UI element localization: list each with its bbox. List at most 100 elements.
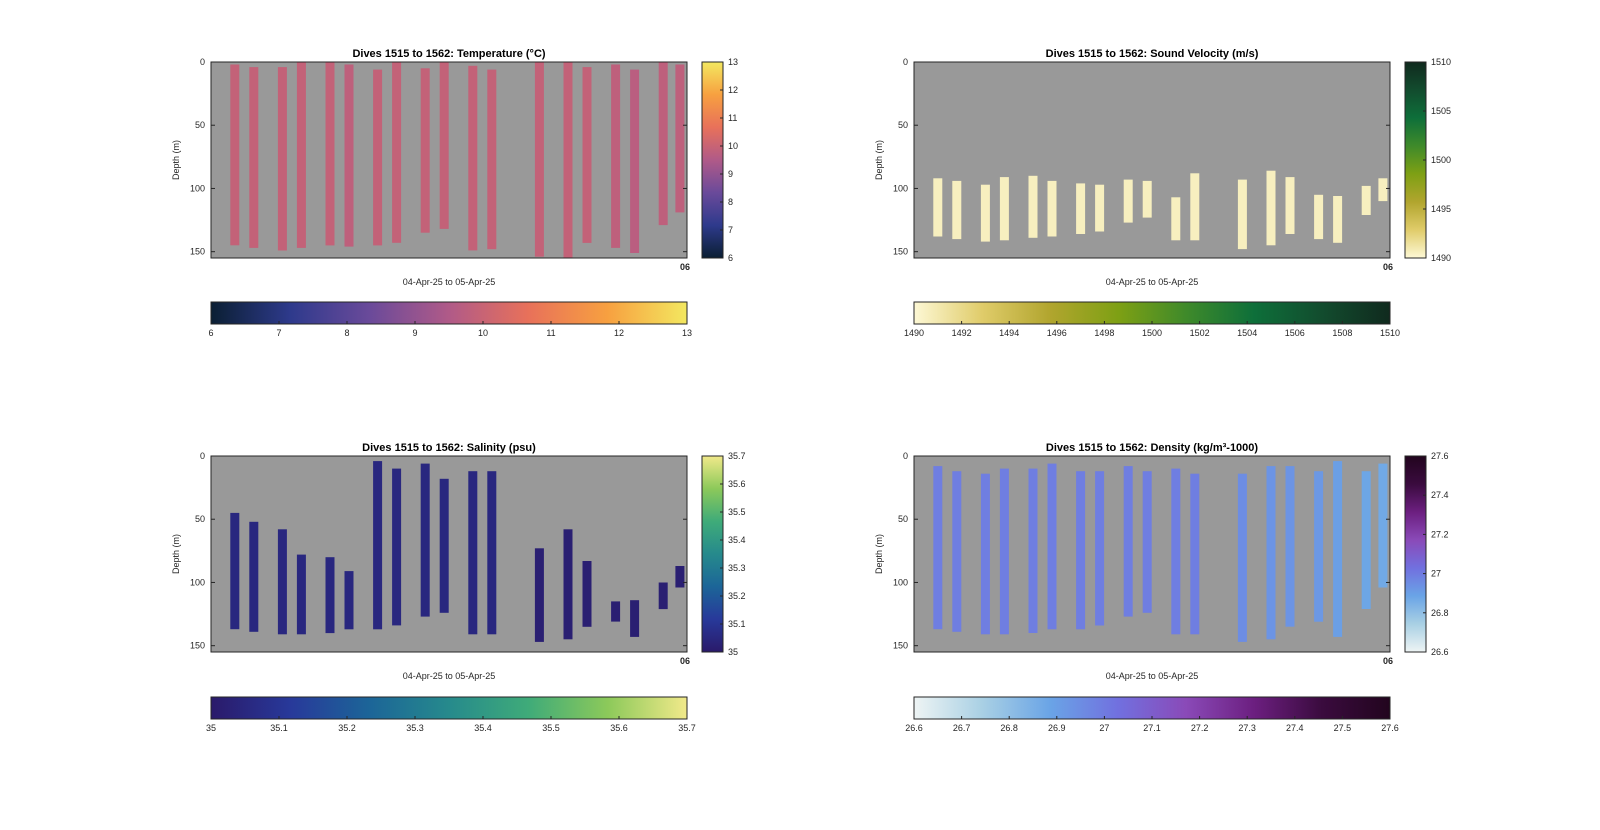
data-column: [1237, 179, 1247, 250]
data-column: [420, 68, 430, 233]
colorbar-bottom-tick-label: 26.7: [953, 723, 971, 733]
colorbar-right: [701, 455, 724, 653]
data-column: [1076, 471, 1086, 630]
data-column: [563, 529, 573, 640]
x-axis-label: 04-Apr-25 to 05-Apr-25: [403, 671, 496, 681]
colorbar-bottom-tick-label: 1502: [1190, 328, 1210, 338]
colorbar-bottom-tick-label: 27.2: [1191, 723, 1209, 733]
chart-title: Dives 1515 to 1562: Salinity (psu): [362, 442, 536, 454]
colorbar-bottom-tick-label: 35.2: [338, 723, 356, 733]
colorbar-bottom-tick-label: 35.6: [610, 723, 628, 733]
data-column: [373, 461, 383, 630]
data-column: [952, 180, 962, 240]
data-column: [675, 566, 685, 588]
colorbar-bottom-tick-label: 26.8: [1000, 723, 1018, 733]
colorbar-right-tick-label: 27.4: [1431, 490, 1449, 500]
colorbar-bottom-tick-label: 35.5: [542, 723, 560, 733]
colorbar-bottom-tick-label: 27.1: [1143, 723, 1161, 733]
y-tick-label: 0: [200, 451, 205, 461]
data-column: [325, 62, 335, 246]
colorbar-bottom-tick-label: 35.1: [270, 723, 288, 733]
y-tick-label: 50: [898, 514, 908, 524]
data-column: [582, 67, 592, 243]
data-column: [1237, 473, 1247, 642]
colorbar-bottom-tick-label: 27.5: [1334, 723, 1352, 733]
y-tick-label: 150: [893, 247, 908, 257]
colorbar-bottom-tick-label: 1510: [1380, 328, 1400, 338]
data-column: [658, 62, 668, 226]
data-column: [296, 554, 306, 635]
colorbar-right-tick-label: 35.2: [728, 591, 746, 601]
axes-frame: [210, 455, 688, 653]
colorbar-right-tick-label: 11: [728, 113, 737, 123]
data-column: [1361, 471, 1371, 609]
colorbar-bottom-tick-label: 1504: [1237, 328, 1257, 338]
colorbar-right-tick-label: 27.2: [1431, 529, 1449, 539]
colorbar-bottom-tick-label: 13: [682, 328, 692, 338]
data-column: [1142, 471, 1152, 613]
y-tick-label: 150: [190, 247, 205, 257]
x-tick-label: 06: [680, 262, 690, 272]
plot-background: [211, 62, 687, 258]
chart-title: Dives 1515 to 1562: Density (kg/m³-1000): [1046, 442, 1258, 454]
data-column: [675, 64, 685, 213]
colorbar-right-tick-label: 6: [728, 253, 733, 263]
colorbar-right-tick-label: 27.6: [1431, 451, 1449, 461]
chart-panel-3: 0 50 100 150 06 Dives 1515 to 1562: Salinity …: [171, 442, 746, 733]
colorbar-right-tick-label: 35.1: [728, 619, 746, 629]
y-tick-label: 100: [893, 577, 908, 587]
data-column: [1285, 466, 1295, 627]
data-column: [277, 529, 287, 635]
y-tick-label: 0: [200, 57, 205, 67]
data-column: [1123, 179, 1133, 223]
colorbar-right: [1404, 455, 1427, 653]
data-column: [296, 62, 306, 248]
colorbar-bottom-tick-label: 1494: [999, 328, 1019, 338]
colorbar-bottom-tick-label: 27.6: [1381, 723, 1399, 733]
data-column: [325, 557, 335, 634]
colorbar-bottom: [913, 301, 1391, 325]
data-column: [1123, 466, 1133, 617]
y-tick-label: 0: [903, 451, 908, 461]
colorbar-right-tick-label: 9: [728, 169, 733, 179]
colorbar-bottom-tick-label: 1496: [1047, 328, 1067, 338]
colorbar-right-tick-label: 7: [728, 225, 733, 235]
y-axis-label: Depth (m): [171, 534, 181, 574]
y-tick-label: 150: [190, 641, 205, 651]
colorbar-bottom-tick-label: 1490: [904, 328, 924, 338]
data-column: [1028, 175, 1038, 238]
y-tick-label: 50: [898, 120, 908, 130]
y-tick-label: 0: [903, 57, 908, 67]
data-column: [1361, 185, 1371, 215]
data-column: [1190, 473, 1200, 635]
data-column: [277, 67, 287, 251]
data-column: [439, 478, 449, 613]
colorbar-right-tick-label: 35.5: [728, 507, 746, 517]
colorbar-bottom-tick-label: 35.7: [678, 723, 696, 733]
colorbar-right-tick-label: 1495: [1431, 204, 1451, 214]
colorbar-right-tick-label: 35: [728, 647, 738, 657]
data-column: [1266, 466, 1276, 640]
colorbar-bottom-tick-label: 35.4: [474, 723, 492, 733]
colorbar-bottom-tick-label: 35.3: [406, 723, 424, 733]
plot-background: [211, 456, 687, 652]
data-column: [630, 69, 640, 253]
y-axis-label: Depth (m): [874, 534, 884, 574]
data-column: [1142, 180, 1152, 218]
colorbar-bottom-tick-label: 7: [276, 328, 281, 338]
colorbar-bottom: [210, 696, 688, 720]
colorbar-bottom-tick-label: 6: [208, 328, 213, 338]
colorbar-bottom-tick-label: 10: [478, 328, 488, 338]
data-column: [1076, 183, 1086, 234]
data-column: [563, 62, 573, 258]
axes-frame: [913, 455, 1391, 653]
data-column: [1378, 463, 1388, 588]
colorbar-bottom-tick-label: 26.6: [905, 723, 923, 733]
colorbar-bottom-tick-label: 35: [206, 723, 216, 733]
colorbar-bottom-tick-label: 8: [344, 328, 349, 338]
data-column: [344, 571, 354, 630]
x-axis-label: 04-Apr-25 to 05-Apr-25: [1106, 671, 1199, 681]
data-column: [980, 473, 990, 635]
data-column: [1378, 178, 1388, 202]
colorbar-right: [1404, 61, 1427, 259]
